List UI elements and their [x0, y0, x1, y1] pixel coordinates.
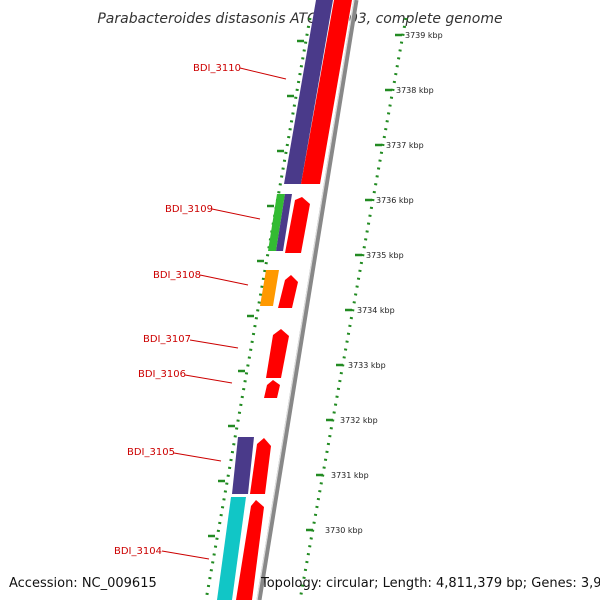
- gene-label-group[interactable]: BDI_3104: [114, 546, 210, 560]
- gene-purple-feature[interactable]: [284, 0, 333, 184]
- gene-label-group[interactable]: BDI_3106: [138, 369, 233, 384]
- kbp-tick: 3736 kbp: [365, 196, 414, 205]
- map-title: Parabacteroides distasonis ATCC 8503, co…: [97, 11, 502, 27]
- genome-backbone-highlight: [256, 0, 355, 600]
- kbp-label: 3734 kbp: [357, 306, 395, 315]
- kbp-label: 3737 kbp: [386, 141, 424, 150]
- genome-stats-text: Topology: circular; Length: 4,811,379 bp…: [260, 576, 600, 591]
- accession-text: Accession: NC_009615: [9, 576, 157, 591]
- kbp-tick: 3733 kbp: [336, 361, 386, 370]
- gene-purple-feature[interactable]: [232, 437, 254, 494]
- gene-red-feature[interactable]: [250, 438, 271, 494]
- kbp-tick: 3739 kbp: [395, 31, 443, 40]
- kbp-tick: 3738 kbp: [385, 86, 434, 95]
- gene-label[interactable]: BDI_3107: [143, 334, 191, 345]
- gene-label[interactable]: BDI_3105: [127, 447, 175, 458]
- gene-red-feature[interactable]: [301, 0, 352, 184]
- gene-green-feature[interactable]: [268, 194, 285, 251]
- kbp-label: 3731 kbp: [331, 471, 369, 480]
- gene-label-group[interactable]: BDI_3110: [193, 63, 287, 80]
- kbp-label: 3733 kbp: [348, 361, 386, 370]
- kbp-tick: 3731 kbp: [316, 471, 369, 480]
- genome-backbone: [256, 0, 359, 600]
- kbp-tick: 3737 kbp: [375, 141, 424, 150]
- gene-label[interactable]: BDI_3110: [193, 63, 241, 74]
- gene-label-group[interactable]: BDI_3109: [165, 204, 261, 220]
- gene-purple-feature[interactable]: [276, 194, 292, 251]
- inner-scale-ticks: [208, 39, 304, 538]
- gene-label-group[interactable]: BDI_3108: [153, 270, 249, 286]
- gene-label[interactable]: BDI_3108: [153, 270, 201, 281]
- gene-label-group[interactable]: BDI_3107: [143, 334, 239, 349]
- kbp-label: 3736 kbp: [376, 196, 414, 205]
- gene-label-group[interactable]: BDI_3105: [127, 447, 222, 462]
- gene-red-feature[interactable]: [285, 197, 310, 253]
- kbp-label: 3730 kbp: [325, 526, 363, 535]
- kbp-tick: 3730 kbp: [306, 526, 363, 535]
- gene-label[interactable]: BDI_3104: [114, 546, 162, 557]
- kbp-label: 3739 kbp: [405, 31, 443, 40]
- gene-red-feature[interactable]: [264, 380, 280, 398]
- gene-orange-feature[interactable]: [260, 270, 279, 306]
- gene-red-feature[interactable]: [236, 500, 264, 600]
- kbp-tick: 3735 kbp: [355, 251, 404, 260]
- gene-red-feature[interactable]: [266, 329, 289, 378]
- kbp-tick: 3734 kbp: [345, 306, 395, 315]
- kbp-tick: 3732 kbp: [326, 416, 378, 425]
- gene-cyan-feature[interactable]: [217, 497, 246, 600]
- gene-label[interactable]: BDI_3109: [165, 204, 213, 215]
- gene-red-feature[interactable]: [278, 275, 298, 308]
- kbp-label: 3735 kbp: [366, 251, 404, 260]
- kbp-label: 3738 kbp: [396, 86, 434, 95]
- gene-label[interactable]: BDI_3106: [138, 369, 186, 380]
- kbp-label: 3732 kbp: [340, 416, 378, 425]
